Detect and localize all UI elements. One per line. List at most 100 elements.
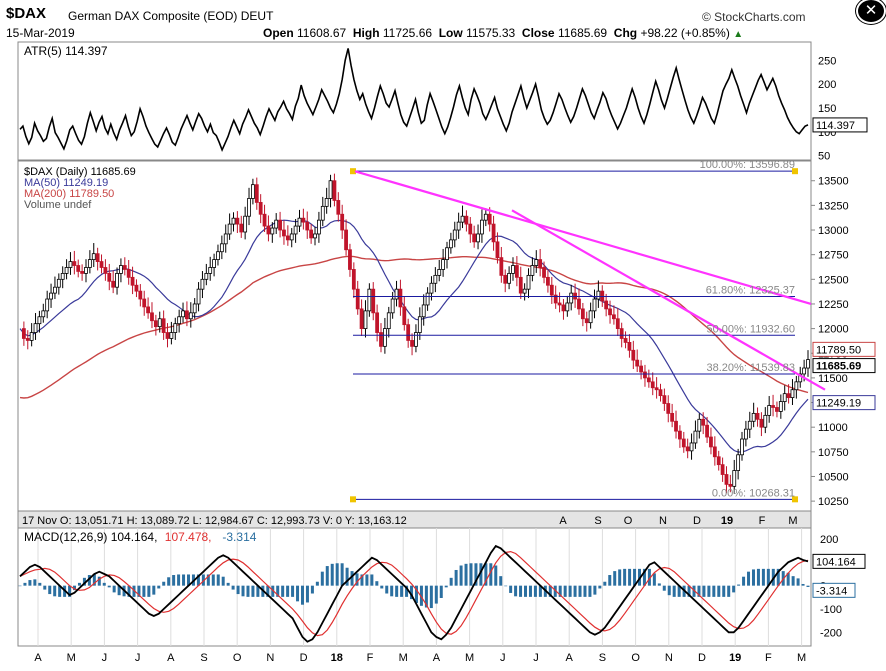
candle-body	[724, 474, 729, 485]
month-axis-label: A	[566, 652, 574, 664]
macd-histogram-bar	[251, 585, 255, 597]
price-value-box	[812, 341, 876, 357]
candle-body	[666, 403, 671, 414]
candle-body	[344, 229, 348, 251]
candle-body	[662, 395, 667, 404]
macd-tick-label: -100	[820, 604, 842, 616]
macd-last-box	[812, 553, 866, 569]
fib-marker	[350, 496, 356, 503]
stockcharts-logo[interactable]: © StockCharts.com	[702, 10, 806, 24]
candle-body	[216, 251, 220, 260]
candle-body	[208, 267, 213, 274]
candle-body	[45, 298, 50, 312]
candle-body	[674, 420, 678, 432]
candle-body	[56, 278, 61, 288]
candle-body	[25, 338, 30, 341]
month-axis-label: M	[465, 652, 474, 664]
candle-body	[87, 259, 92, 268]
macd-histogram-bar	[454, 569, 458, 586]
macd-histogram-bar	[751, 569, 755, 586]
candle-body	[64, 267, 69, 274]
price-month-label: 19	[721, 515, 733, 527]
candle-body	[538, 259, 543, 268]
macd-histogram-bar	[474, 563, 478, 586]
atr-tick-label: 250	[818, 55, 836, 67]
low-value: 11575.33	[466, 26, 516, 40]
candle-body	[798, 373, 803, 383]
month-axis-label: F	[367, 652, 374, 664]
macd-histogram-bar	[727, 585, 731, 597]
candle-body	[80, 271, 85, 274]
macd-histogram-bar	[573, 585, 577, 597]
macd-histogram-bar	[315, 581, 319, 586]
macd-line	[19, 544, 809, 643]
month-axis-label: D	[300, 652, 308, 664]
candle-body	[786, 393, 791, 399]
candle-body	[177, 316, 182, 325]
candle-body	[596, 290, 601, 300]
macd-histogram-bar	[405, 585, 409, 597]
candle-body	[313, 233, 317, 239]
candle-body	[670, 412, 675, 422]
candle-body	[227, 223, 232, 235]
candle-body	[689, 442, 694, 452]
candle-body	[472, 233, 477, 243]
macd-histogram-bar	[504, 585, 508, 587]
candle-body	[619, 328, 624, 339]
candle-body	[445, 247, 449, 260]
candle-body	[243, 215, 248, 233]
macd-histogram-bar	[112, 585, 116, 593]
macd-histogram-bar	[707, 585, 711, 597]
macd-histogram-bar	[623, 568, 627, 586]
macd-histogram-bar	[137, 585, 141, 597]
candle-body	[615, 318, 620, 330]
candle-body	[747, 420, 752, 430]
price-legend-item: MA(50) 11249.19	[24, 177, 108, 189]
candle-body	[293, 225, 298, 235]
candle-body	[588, 310, 593, 324]
candle-body	[650, 381, 655, 389]
macd-histogram-bar	[221, 576, 225, 586]
macd-histogram-bar	[712, 585, 716, 597]
macd-histogram-bar	[231, 585, 235, 590]
candle-body	[111, 280, 116, 288]
macd-histogram-bar	[380, 585, 384, 589]
candle-body	[635, 359, 640, 367]
macd-histogram-bar	[558, 585, 562, 597]
candle-body	[487, 213, 492, 225]
macd-histogram-bar	[395, 585, 399, 597]
candle-body	[348, 249, 352, 270]
candle-body	[212, 259, 216, 268]
macd-legend-item: -3.314	[222, 530, 256, 544]
month-axis-label: 19	[729, 652, 741, 664]
atr-legend: ATR(5) 114.397	[24, 44, 108, 58]
candle-body	[806, 359, 810, 369]
macd-histogram-bar	[647, 568, 651, 586]
candle-body	[441, 259, 446, 270]
candle-body	[511, 265, 515, 274]
candle-body	[553, 294, 558, 304]
month-axis-label: F	[765, 652, 772, 664]
macd-histogram-bar	[43, 585, 47, 590]
candle-body	[693, 430, 698, 444]
candle-body	[782, 393, 787, 402]
candle-body	[200, 278, 205, 290]
close-icon[interactable]: ✕	[856, 0, 886, 24]
macd-histogram-bar	[687, 585, 691, 597]
macd-last-label: 104.164	[816, 556, 856, 568]
fib-label: 61.80%: 12325.37	[706, 285, 795, 297]
macd-histogram-bar	[722, 585, 726, 597]
macd-histogram-bar	[38, 582, 42, 586]
fib-label: 0.00%: 10268.31	[712, 487, 795, 499]
candle-body	[223, 233, 228, 245]
candle-body	[534, 259, 539, 266]
candle-body	[604, 300, 609, 310]
macd-histogram-bar	[390, 585, 394, 597]
atr-tick-label: 200	[818, 79, 836, 91]
macd-histogram-bar	[484, 563, 488, 586]
macd-legend-item: 107.478,	[165, 530, 212, 544]
candle-body	[802, 367, 807, 375]
candle-body	[115, 272, 119, 288]
candle-body	[763, 414, 768, 428]
candle-body	[658, 389, 663, 397]
